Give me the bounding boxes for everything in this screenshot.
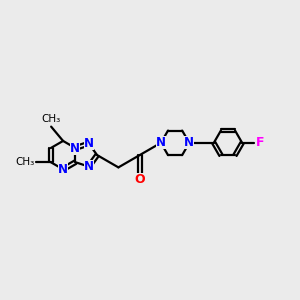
Text: N: N <box>58 163 68 176</box>
Text: O: O <box>134 173 145 186</box>
Text: CH₃: CH₃ <box>41 114 61 124</box>
Text: N: N <box>70 142 80 154</box>
Text: CH₃: CH₃ <box>16 157 35 167</box>
Text: N: N <box>184 136 194 149</box>
Text: F: F <box>256 136 265 149</box>
Text: N: N <box>84 160 94 173</box>
Text: N: N <box>156 136 166 149</box>
Text: N: N <box>84 137 94 150</box>
